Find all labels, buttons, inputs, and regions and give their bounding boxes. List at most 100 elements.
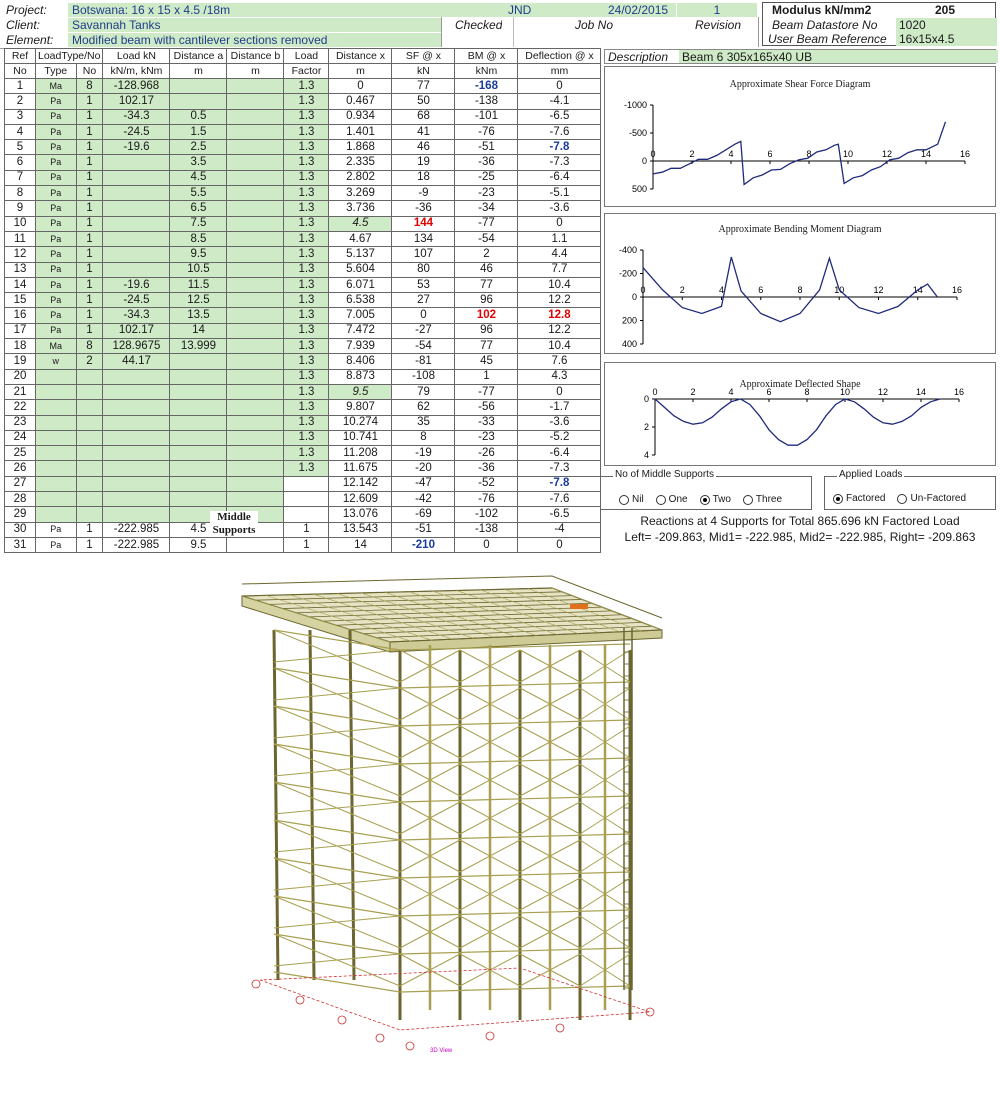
table-cell[interactable] bbox=[35, 414, 77, 431]
table-cell[interactable] bbox=[169, 460, 228, 477]
table-cell[interactable] bbox=[102, 230, 171, 248]
description-value[interactable]: Beam 6 305x165x40 UB bbox=[679, 50, 998, 64]
table-cell[interactable]: -222.985 bbox=[102, 521, 171, 538]
table-cell[interactable]: -222.985 bbox=[102, 536, 171, 554]
table-cell[interactable] bbox=[102, 154, 171, 171]
table-cell[interactable] bbox=[75, 414, 104, 431]
table-cell[interactable] bbox=[169, 491, 228, 508]
table-cell[interactable]: 8 bbox=[75, 338, 104, 355]
table-cell[interactable] bbox=[102, 414, 171, 431]
table-cell[interactable] bbox=[75, 491, 104, 508]
table-cell[interactable]: Ma bbox=[35, 338, 77, 355]
table-cell[interactable] bbox=[102, 383, 171, 401]
table-cell[interactable] bbox=[169, 368, 228, 385]
table-cell[interactable] bbox=[169, 475, 228, 493]
table-cell[interactable]: 1.3 bbox=[283, 322, 330, 340]
table-cell[interactable]: 1 bbox=[75, 246, 104, 263]
table-cell[interactable] bbox=[226, 383, 285, 401]
table-cell[interactable]: 1 bbox=[75, 307, 104, 324]
table-cell[interactable]: 1.3 bbox=[283, 276, 330, 294]
table-cell[interactable] bbox=[226, 429, 285, 447]
table-cell[interactable]: 1.3 bbox=[283, 292, 330, 309]
table-cell[interactable]: 11.5 bbox=[169, 276, 228, 294]
table-cell[interactable]: 1 bbox=[75, 139, 104, 156]
table-cell[interactable] bbox=[35, 399, 77, 416]
table-cell[interactable] bbox=[102, 169, 171, 187]
table-cell[interactable] bbox=[226, 230, 285, 248]
table-cell[interactable] bbox=[35, 460, 77, 477]
table-cell[interactable] bbox=[226, 292, 285, 309]
table-cell[interactable]: 1 bbox=[75, 276, 104, 294]
table-cell[interactable]: 1.3 bbox=[283, 414, 330, 431]
table-cell[interactable]: 1.3 bbox=[283, 368, 330, 385]
table-cell[interactable] bbox=[226, 154, 285, 171]
table-cell[interactable] bbox=[75, 506, 104, 523]
table-cell[interactable] bbox=[35, 429, 77, 447]
table-cell[interactable] bbox=[75, 399, 104, 416]
table-cell[interactable] bbox=[169, 77, 228, 95]
table-cell[interactable]: 102.17 bbox=[102, 322, 171, 340]
table-cell[interactable]: Pa bbox=[35, 185, 77, 202]
table-cell[interactable] bbox=[102, 491, 171, 508]
table-cell[interactable]: 2.5 bbox=[169, 139, 228, 156]
table-cell[interactable] bbox=[226, 246, 285, 263]
table-cell[interactable]: 1 bbox=[75, 185, 104, 202]
table-cell[interactable]: -24.5 bbox=[102, 292, 171, 309]
table-cell[interactable]: 1 bbox=[75, 521, 104, 538]
table-cell[interactable]: 7.5 bbox=[169, 215, 228, 232]
table-cell[interactable]: 12.5 bbox=[169, 292, 228, 309]
table-cell[interactable] bbox=[283, 506, 330, 523]
table-cell[interactable] bbox=[102, 445, 171, 462]
table-cell[interactable]: 1.3 bbox=[283, 108, 330, 125]
modulus-value[interactable]: 205 bbox=[934, 3, 956, 17]
table-cell[interactable]: 1 bbox=[75, 322, 104, 340]
table-cell[interactable]: -34.3 bbox=[102, 307, 171, 324]
table-cell[interactable]: 4.5 bbox=[169, 169, 228, 187]
table-cell[interactable]: 1 bbox=[75, 292, 104, 309]
table-cell[interactable] bbox=[35, 491, 77, 508]
project-value[interactable]: Botswana: 16 x 15 x 4.5 /18m bbox=[68, 3, 442, 17]
table-cell[interactable] bbox=[226, 169, 285, 187]
table-cell[interactable]: 1 bbox=[75, 93, 104, 110]
table-cell[interactable]: 0.5 bbox=[169, 108, 228, 125]
supports-option-label[interactable]: Two bbox=[712, 494, 731, 506]
table-cell[interactable]: Pa bbox=[35, 276, 77, 294]
table-cell[interactable] bbox=[169, 93, 228, 110]
table-cell[interactable]: 1.3 bbox=[283, 307, 330, 324]
table-cell[interactable]: 1 bbox=[283, 521, 330, 538]
table-cell[interactable]: 1.3 bbox=[283, 246, 330, 263]
table-cell[interactable] bbox=[226, 185, 285, 202]
supports-radio-one[interactable] bbox=[655, 494, 666, 505]
table-cell[interactable]: 1 bbox=[283, 536, 330, 554]
table-cell[interactable]: 1.3 bbox=[283, 399, 330, 416]
table-cell[interactable]: 1.3 bbox=[283, 230, 330, 248]
table-cell[interactable]: Pa bbox=[35, 215, 77, 232]
table-cell[interactable]: 1 bbox=[75, 230, 104, 248]
table-cell[interactable] bbox=[75, 368, 104, 385]
table-cell[interactable]: 1 bbox=[75, 200, 104, 217]
table-cell[interactable] bbox=[35, 506, 77, 523]
date-value[interactable]: 24/02/2015 bbox=[608, 3, 669, 17]
loads-radio-factored[interactable] bbox=[833, 493, 843, 504]
element-value[interactable]: Modified beam with cantilever sections r… bbox=[68, 33, 442, 47]
supports-option-label[interactable]: Three bbox=[755, 494, 783, 506]
table-cell[interactable]: -24.5 bbox=[102, 123, 171, 141]
supports-radio-two[interactable] bbox=[699, 494, 710, 505]
table-cell[interactable] bbox=[169, 383, 228, 401]
table-cell[interactable]: 2 bbox=[75, 353, 104, 370]
loads-radio-un-factored[interactable] bbox=[897, 493, 908, 504]
table-cell[interactable]: Pa bbox=[35, 108, 77, 125]
table-cell[interactable]: 1.3 bbox=[283, 154, 330, 171]
checked-by[interactable]: JND bbox=[508, 3, 532, 17]
table-cell[interactable]: -19.6 bbox=[102, 139, 171, 156]
table-cell[interactable]: Pa bbox=[35, 322, 77, 340]
table-cell[interactable]: 5.5 bbox=[169, 185, 228, 202]
table-cell[interactable]: w bbox=[35, 353, 77, 370]
table-cell[interactable]: 1.3 bbox=[283, 169, 330, 187]
table-cell[interactable]: 13.999 bbox=[169, 338, 228, 355]
table-cell[interactable]: 1 bbox=[75, 169, 104, 187]
table-cell[interactable] bbox=[283, 491, 330, 508]
table-cell[interactable]: 1.3 bbox=[283, 261, 330, 278]
table-cell[interactable] bbox=[226, 491, 285, 508]
table-cell[interactable]: Pa bbox=[35, 200, 77, 217]
